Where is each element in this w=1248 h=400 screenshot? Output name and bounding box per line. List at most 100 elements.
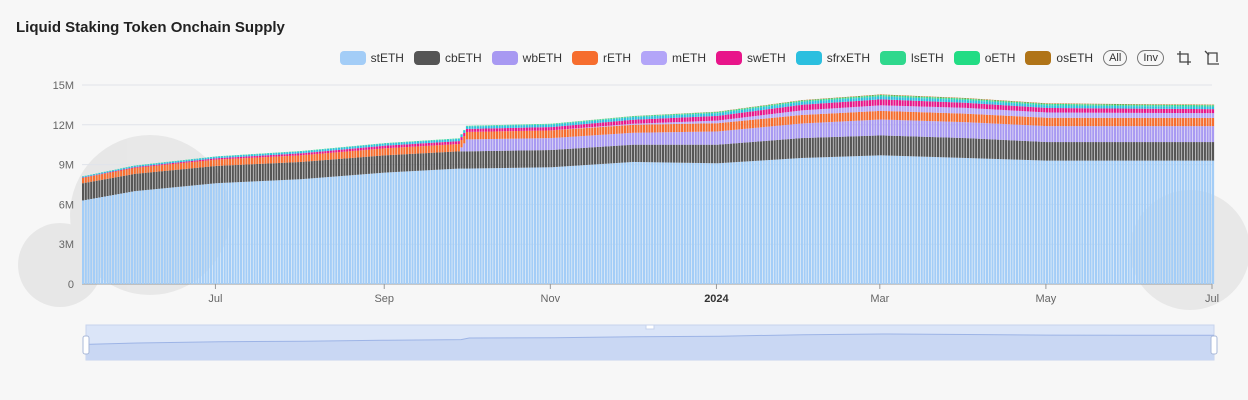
bar-stack [966, 98, 970, 284]
bar-segment-meth [604, 125, 607, 127]
bar-segment-sfrxeth [283, 152, 286, 155]
bar-segment-cbeth [531, 150, 534, 168]
legend-item-steth[interactable]: stETH [339, 51, 404, 65]
bar-segment-lseth [1173, 105, 1176, 107]
bar-segment-sweth [901, 100, 904, 106]
bar-segment-oeth [866, 95, 869, 97]
legend-item-lseth[interactable]: lsETH [880, 51, 944, 65]
bar-segment-oseth [1195, 104, 1198, 106]
legend-item-sfrxeth[interactable]: sfrxETH [795, 51, 870, 65]
legend-item-cbeth[interactable]: cbETH [413, 51, 482, 65]
bar-stack [574, 121, 577, 284]
bar-segment-wbeth [776, 125, 779, 140]
bar-segment-lseth [1051, 104, 1054, 106]
bar-segment-reth [563, 129, 567, 138]
bar-segment-steth [877, 155, 880, 284]
legend-item-oeth[interactable]: oETH [953, 51, 1015, 65]
bar-segment-reth [819, 113, 823, 123]
bar-segment-cbeth [506, 150, 509, 168]
bar-segment-steth [773, 159, 776, 284]
bar-segment-oeth [1138, 104, 1141, 106]
bar-segment-oseth [1078, 103, 1081, 105]
bar-stack [615, 117, 618, 284]
bar-segment-lseth [920, 97, 923, 99]
bar-segment-cbeth [125, 175, 128, 193]
legend-item-meth[interactable]: mETH [641, 51, 706, 65]
bar-segment-sweth [593, 123, 597, 127]
bar-segment-steth [95, 197, 98, 284]
legend-label: mETH [672, 51, 707, 65]
bar-segment-lseth [661, 115, 665, 116]
bar-segment-reth [392, 147, 395, 155]
bar-segment-cbeth [131, 174, 134, 192]
bar-segment-steth [672, 162, 675, 284]
bar-segment-steth [286, 179, 289, 284]
bar-segment-sfrxeth [1059, 105, 1062, 109]
legend-inv-button[interactable]: Inv [1137, 50, 1164, 66]
bar-segment-reth [220, 159, 223, 166]
bar-segment-reth [928, 112, 931, 122]
bar-segment-sfrxeth [751, 108, 754, 112]
bar-segment-wbeth [1187, 126, 1190, 143]
bar-segment-steth [653, 162, 656, 284]
bar-segment-lseth [651, 115, 654, 117]
bar-segment-meth [1070, 112, 1073, 118]
bar-segment-wbeth [648, 132, 651, 145]
bar-segment-oseth [877, 94, 880, 96]
bar-segment-oeth [1070, 104, 1073, 105]
bar-segment-lseth [743, 108, 746, 110]
bar-segment-sfrxeth [1013, 103, 1016, 106]
bar-segment-sfrxeth [811, 101, 814, 105]
bar-segment-wbeth [612, 133, 616, 146]
legend-item-sweth[interactable]: swETH [716, 51, 786, 65]
bar-segment-steth [506, 167, 509, 284]
bar-segment-meth [1029, 111, 1032, 117]
bar-segment-lseth [789, 102, 793, 104]
bar-segment-oeth [942, 97, 945, 99]
bar-segment-sfrxeth [702, 113, 705, 117]
bar-segment-cbeth [514, 150, 518, 168]
bar-segment-oeth [887, 95, 891, 96]
bar-segment-steth [321, 177, 324, 284]
crop-icon[interactable] [1176, 50, 1192, 66]
bar-segment-lseth [1113, 105, 1117, 106]
bar-segment-oseth [1146, 104, 1149, 105]
chart-title: Liquid Staking Token Onchain Supply [16, 19, 285, 36]
legend-item-oseth[interactable]: osETH [1025, 51, 1093, 65]
bar-segment-sfrxeth [340, 147, 343, 150]
range-navigator[interactable] [82, 324, 1218, 361]
bar-segment-cbeth [632, 144, 635, 162]
legend-all-button[interactable]: All [1103, 50, 1128, 66]
bar-segment-oseth [1056, 103, 1059, 104]
bar-segment-lseth [667, 114, 670, 116]
bar-stack [1040, 102, 1043, 284]
bar-segment-meth [964, 107, 967, 114]
bar-segment-lseth [879, 95, 882, 97]
bar-segment-cbeth [504, 150, 507, 168]
bar-stack [1212, 104, 1215, 284]
bar-segment-lseth [1035, 103, 1038, 105]
legend-swatch [491, 51, 518, 65]
bar-segment-oeth [1130, 104, 1133, 106]
bar-segment-reth [751, 119, 754, 129]
bar-segment-lseth [1184, 105, 1187, 107]
bar-segment-cbeth [455, 151, 458, 169]
bar-segment-steth [670, 162, 673, 284]
legend-item-wbeth[interactable]: wbETH [491, 51, 562, 65]
crop-reset-icon[interactable] [1204, 50, 1220, 66]
bar-segment-lseth [746, 108, 749, 110]
bar-segment-meth [1005, 110, 1008, 116]
bar-segment-reth [199, 161, 202, 168]
bar-segment-oseth [920, 96, 923, 97]
bar-segment-oeth [950, 97, 953, 99]
bar-segment-cbeth [705, 144, 708, 164]
bar-segment-lseth [825, 99, 828, 101]
legend-item-reth[interactable]: rETH [572, 51, 631, 65]
bar-stack [789, 101, 793, 284]
bar-segment-cbeth [694, 144, 697, 163]
y-tick-label: 6M [59, 199, 74, 211]
bar-segment-steth [746, 161, 749, 284]
bar-segment-lseth [947, 98, 950, 100]
bar-segment-sfrxeth [574, 122, 577, 125]
bar-segment-sweth [226, 157, 229, 160]
